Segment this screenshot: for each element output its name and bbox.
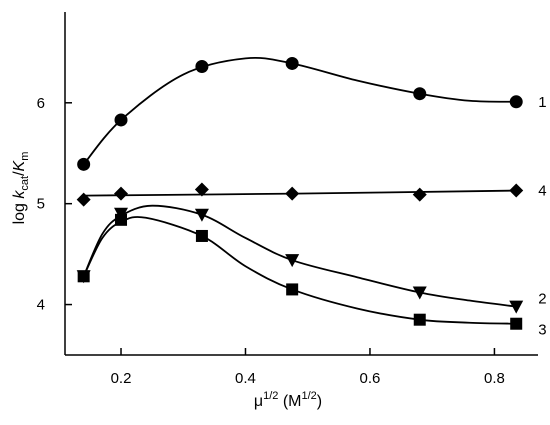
x-axis-title: μ1/2 (M1/2) bbox=[254, 390, 322, 410]
series-1-point bbox=[77, 157, 91, 171]
series-2-point bbox=[194, 208, 209, 222]
series-curves bbox=[82, 56, 517, 325]
x-tick-label: 0.4 bbox=[235, 370, 256, 387]
series-4-point bbox=[285, 186, 300, 201]
series-2-label: 2 bbox=[538, 291, 546, 308]
x-tick-label: 0.8 bbox=[484, 370, 505, 387]
series-4-point bbox=[194, 182, 209, 197]
series-1-point bbox=[509, 95, 523, 109]
series-4-point bbox=[114, 186, 129, 201]
x-tick-label: 0.2 bbox=[111, 370, 132, 387]
axis-ticks: 0.2 0.4 0.6 0.8 4 5 6 bbox=[37, 95, 505, 387]
series-1-point bbox=[285, 56, 299, 70]
series-4-point bbox=[412, 187, 427, 202]
series-1-point bbox=[413, 87, 427, 101]
y-tick-label: 4 bbox=[37, 297, 45, 314]
series-1-label: 1 bbox=[538, 94, 546, 111]
series-1-point bbox=[195, 59, 209, 73]
series-1-line bbox=[82, 56, 517, 165]
series-3-point bbox=[286, 283, 299, 296]
series-2-point bbox=[412, 286, 427, 300]
x-tick-label: 0.6 bbox=[360, 370, 381, 387]
series-3-label: 3 bbox=[538, 322, 546, 339]
series-3-point bbox=[195, 229, 208, 242]
series-4-label: 4 bbox=[538, 183, 546, 200]
series-3-point bbox=[115, 213, 128, 226]
series-3-line bbox=[82, 216, 517, 325]
series-4-point bbox=[509, 183, 524, 198]
series-labels: 1 4 2 3 bbox=[538, 94, 546, 339]
y-tick-label: 5 bbox=[37, 196, 45, 213]
series-2-point bbox=[285, 254, 300, 268]
series-1-point bbox=[114, 113, 128, 127]
y-axis-title: log kcat/Km bbox=[11, 152, 31, 225]
plot-axes bbox=[64, 12, 538, 356]
series-3-point bbox=[413, 313, 426, 326]
series-4-line bbox=[83, 189, 517, 197]
series-3-point bbox=[77, 270, 90, 283]
y-tick-label: 6 bbox=[37, 95, 45, 112]
series-3-point bbox=[510, 317, 523, 330]
series-2-point bbox=[509, 300, 524, 314]
series-markers bbox=[76, 56, 524, 330]
series-4-point bbox=[76, 192, 91, 207]
